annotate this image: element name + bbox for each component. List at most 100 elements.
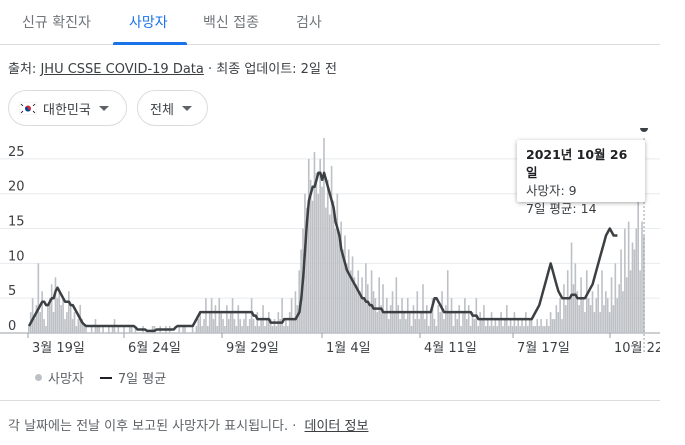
deaths-bar: [582, 298, 584, 333]
deaths-bar: [69, 305, 72, 333]
deaths-bar: [452, 326, 455, 333]
y-tick-label: 10: [8, 249, 25, 264]
deaths-bar: [542, 326, 544, 333]
deaths-bar: [241, 326, 243, 333]
deaths-bar: [96, 326, 99, 333]
deaths-bar: [382, 284, 384, 333]
x-tick-label: 7월 17일: [517, 341, 570, 356]
deaths-bar: [365, 263, 367, 333]
deaths-bar: [427, 326, 430, 333]
last-updated: · 최종 업데이트: 2일 전: [208, 62, 338, 77]
deaths-bar: [536, 319, 539, 333]
deaths-bar: [349, 270, 352, 333]
deaths-bar: [237, 305, 240, 333]
deaths-bar: [608, 312, 611, 333]
deaths-bar: [414, 319, 417, 333]
deaths-bar: [52, 312, 55, 333]
deaths-bar: [273, 319, 276, 333]
deaths-bar: [572, 284, 575, 333]
deaths-bar: [553, 319, 556, 333]
source-prefix: 출처:: [8, 62, 37, 77]
deaths-bar: [576, 291, 579, 333]
deaths-bar: [243, 319, 245, 333]
deaths-bar: [271, 326, 274, 333]
deaths-bar: [622, 291, 624, 333]
deaths-bar: [467, 305, 470, 333]
chevron-down-icon: [181, 105, 192, 111]
deaths-bar: [48, 298, 51, 333]
deaths-bar: [515, 326, 518, 333]
deaths-bar: [309, 179, 312, 333]
deaths-bar: [372, 291, 375, 333]
deaths-bar: [233, 319, 236, 333]
deaths-bar: [123, 326, 125, 333]
deaths-bar: [313, 151, 316, 333]
deaths-bar: [197, 319, 200, 333]
deaths-bar: [445, 305, 447, 333]
deaths-bar: [633, 249, 636, 333]
deaths-bar: [528, 319, 531, 333]
deaths-bar: [151, 326, 154, 333]
deaths-bar: [601, 270, 603, 333]
range-dropdown[interactable]: 전체: [137, 90, 208, 126]
deaths-bar: [635, 228, 638, 333]
deaths-bar: [288, 312, 291, 333]
deaths-bar: [509, 319, 512, 333]
deaths-bar: [224, 326, 226, 333]
deaths-chart[interactable]: 0 5 10 15 20 25 3월 19일 6월 24일 9월 29일 1월 4일 4월 11일…: [0, 128, 660, 360]
deaths-bar: [458, 305, 460, 333]
deaths-bar: [399, 319, 401, 333]
deaths-bar: [370, 270, 373, 333]
x-tick-label: 6월 24일: [128, 341, 181, 356]
deaths-bar: [464, 298, 466, 333]
deaths-bar: [450, 298, 453, 333]
deaths-bar: [353, 277, 356, 333]
x-tick-label: 9월 29일: [226, 341, 279, 356]
deaths-bar: [393, 312, 396, 333]
tab-tests[interactable]: 검사: [296, 15, 322, 31]
deaths-bar: [77, 319, 80, 333]
deaths-bar: [494, 319, 497, 333]
deaths-bar: [624, 228, 626, 333]
deaths-bar: [191, 326, 194, 333]
tab-new-cases[interactable]: 신규 확진자: [22, 15, 91, 31]
deaths-bar: [315, 172, 318, 333]
source-line: 출처: JHU CSSE COVID-19 Data · 최종 업데이트: 2일…: [8, 58, 337, 77]
deaths-bar: [627, 221, 630, 333]
tab-deaths[interactable]: 사망자: [129, 15, 168, 31]
deaths-bar: [336, 193, 339, 333]
deaths-bar: [75, 326, 78, 333]
data-info-link[interactable]: 데이터 정보: [304, 419, 369, 434]
deaths-bar: [519, 326, 521, 333]
deaths-bar: [56, 298, 59, 333]
deaths-bar: [469, 326, 472, 333]
deaths-bar: [355, 284, 358, 333]
deaths-bar: [216, 326, 219, 333]
tooltip-deaths: 사망자: 9: [526, 183, 577, 198]
deaths-bar: [275, 326, 278, 333]
deaths-bar: [412, 305, 415, 333]
deaths-bar: [321, 186, 323, 333]
source-link[interactable]: JHU CSSE COVID-19 Data: [40, 62, 204, 77]
deaths-bar: [66, 312, 68, 333]
deaths-bar: [207, 326, 209, 333]
deaths-bar: [465, 319, 468, 333]
deaths-bar: [50, 284, 53, 333]
line-legend-icon: [99, 376, 112, 379]
deaths-bar: [570, 242, 573, 333]
deaths-bar: [227, 319, 230, 333]
deaths-bar: [565, 305, 567, 333]
deaths-bar: [454, 312, 457, 333]
deaths-bar: [347, 249, 350, 333]
y-tick-label: 20: [8, 180, 25, 195]
deaths-bar: [620, 249, 622, 333]
deaths-bar: [58, 291, 61, 333]
deaths-bar: [544, 326, 546, 333]
x-tick-label: 4월 11일: [424, 341, 477, 356]
deaths-bar: [616, 298, 619, 333]
deaths-bar: [401, 298, 403, 333]
tab-vaccinations[interactable]: 백신 접종: [203, 15, 259, 31]
deaths-bar: [612, 305, 615, 333]
deaths-bar: [534, 326, 537, 333]
country-dropdown[interactable]: 대한민국: [8, 90, 127, 126]
